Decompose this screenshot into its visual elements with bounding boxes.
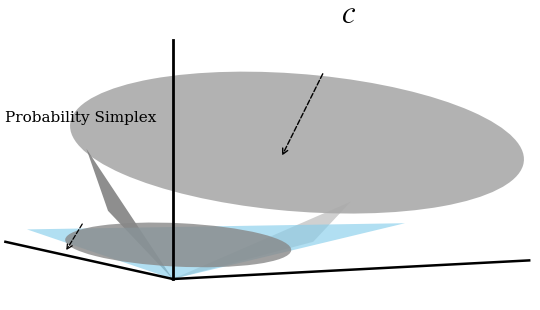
Ellipse shape	[70, 72, 524, 214]
Ellipse shape	[65, 223, 291, 267]
Polygon shape	[86, 149, 173, 279]
Polygon shape	[27, 223, 405, 279]
Text: Probability Simplex: Probability Simplex	[5, 111, 157, 125]
Text: $\mathcal{C}$: $\mathcal{C}$	[341, 6, 356, 28]
Polygon shape	[173, 202, 351, 279]
